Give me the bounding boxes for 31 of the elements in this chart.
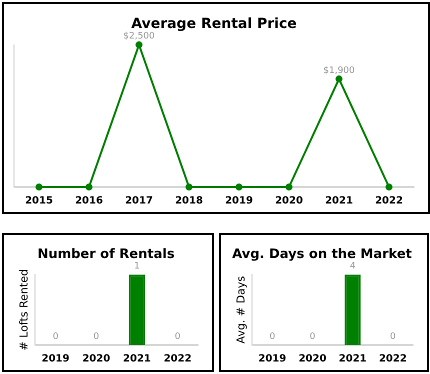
data-label: $2,500 <box>123 32 156 42</box>
x-tick-label: 2021 <box>325 196 353 207</box>
data-label: 4 <box>350 261 356 272</box>
x-tick-label: 2020 <box>275 196 303 207</box>
x-tick-label: 2022 <box>164 354 192 365</box>
data-label: $1,900 <box>323 66 356 76</box>
x-tick-label: 2022 <box>375 196 403 207</box>
x-tick-label: 2019 <box>258 354 286 365</box>
x-tick-label: 2017 <box>125 196 153 207</box>
data-label: 0 <box>390 332 396 342</box>
y-axis-title: # Lofts Rented <box>17 269 30 351</box>
x-tick-label: 2015 <box>25 196 53 207</box>
data-label: 0 <box>52 332 59 342</box>
data-label: 1 <box>134 261 140 272</box>
chart-title: Number of Rentals <box>37 247 175 262</box>
data-label: 0 <box>269 332 276 342</box>
data-label: 0 <box>310 332 316 342</box>
chart-title: Avg. Days on the Market <box>232 247 412 262</box>
data-label: 0 <box>93 332 100 342</box>
x-tick-label: 2021 <box>123 354 151 365</box>
x-tick-label: 2021 <box>338 354 367 365</box>
y-axis-title: Avg. # Days <box>234 276 248 344</box>
x-tick-label: 2022 <box>378 354 407 365</box>
x-tick-label: 2019 <box>225 196 253 207</box>
x-tick-label: 2020 <box>82 354 110 365</box>
x-tick-label: 2020 <box>298 354 326 365</box>
x-tick-label: 2019 <box>42 354 70 365</box>
x-tick-label: 2016 <box>75 196 103 207</box>
x-tick-label: 2018 <box>175 196 203 207</box>
data-label: 0 <box>174 332 181 342</box>
chart-title: Average Rental Price <box>131 16 297 32</box>
